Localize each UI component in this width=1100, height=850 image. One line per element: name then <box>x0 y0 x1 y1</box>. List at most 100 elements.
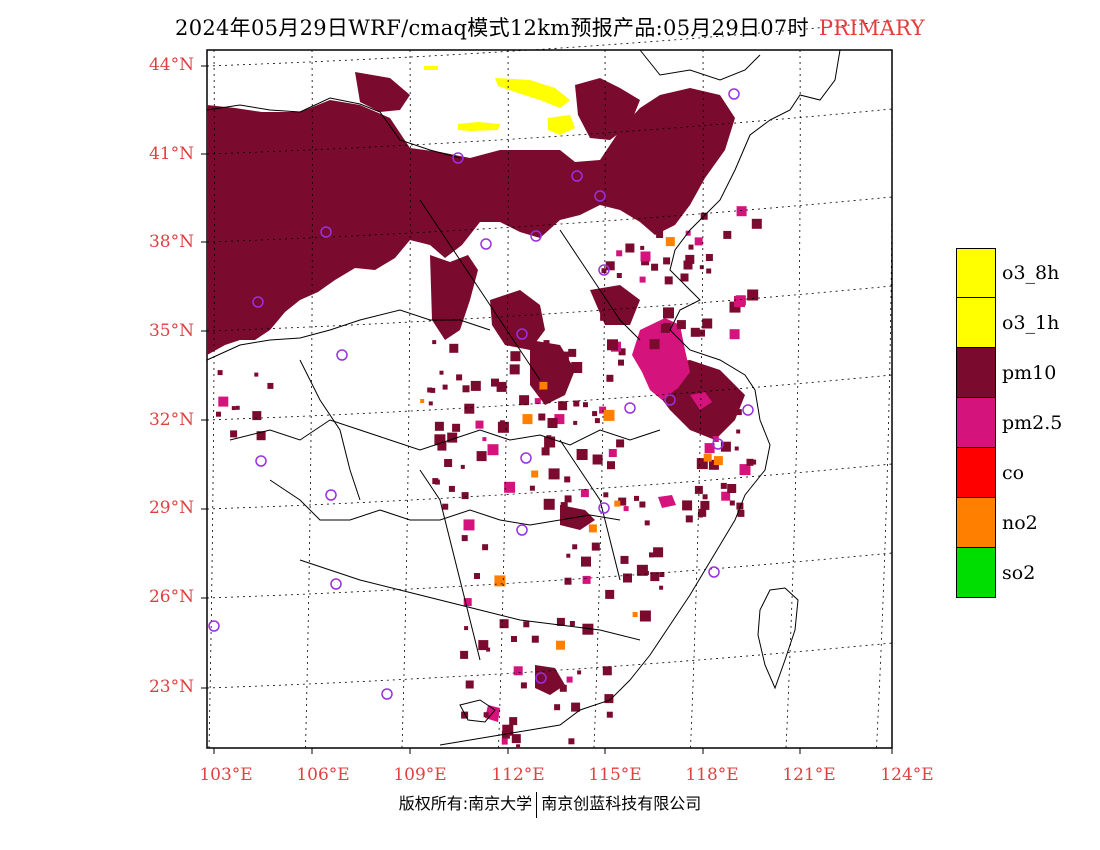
pollution-cell <box>460 650 469 659</box>
pollution-cell <box>434 421 444 431</box>
pollution-cell <box>235 405 240 410</box>
pollution-cell <box>729 301 741 313</box>
pollution-cell <box>576 449 588 460</box>
pollution-cell <box>698 329 705 337</box>
pollution-cell <box>648 216 659 227</box>
pollution-cell <box>568 348 577 357</box>
pollution-cell <box>256 431 266 441</box>
lat-label: 44°N <box>148 55 194 75</box>
pollution-cell <box>588 524 597 533</box>
pollution-cell <box>663 257 671 265</box>
pm10-area <box>430 255 478 340</box>
title-tag: PRIMARY <box>818 16 925 40</box>
pollution-cell <box>702 494 708 500</box>
pollution-cell <box>736 502 744 510</box>
boundary-line <box>419 469 481 661</box>
pollution-cell <box>751 218 762 229</box>
pollution-cell <box>713 456 723 466</box>
station-marker <box>571 170 583 182</box>
pollution-cell <box>501 738 508 745</box>
pollution-cell <box>559 684 567 692</box>
legend-label: so2 <box>1002 562 1036 584</box>
pollution-cell <box>529 485 535 491</box>
chart-title: 2024年05月29日WRF/cmaq模式12km预报产品:05月29日07时 P… <box>0 12 1100 42</box>
pollution-cell <box>463 598 472 607</box>
station-marker <box>516 328 528 340</box>
boundary-line <box>439 49 841 746</box>
pollution-cell <box>660 323 670 333</box>
graticule <box>206 20 893 749</box>
pollution-cell <box>703 453 712 462</box>
pollution-cell <box>448 485 455 492</box>
latitude-line <box>206 642 893 689</box>
pollution-cell <box>720 441 731 452</box>
station-marker <box>520 452 532 464</box>
pollution-cell <box>723 230 732 239</box>
boundary-line <box>559 229 641 341</box>
pollution-cell <box>447 432 458 443</box>
pollution-cell <box>685 254 695 264</box>
longitude-line <box>401 49 411 749</box>
pollution-cell <box>639 501 646 508</box>
pollution-cell <box>625 300 635 310</box>
pollution-cell <box>623 506 629 512</box>
lon-label: 109°E <box>393 765 447 785</box>
pollution-cell <box>631 208 637 214</box>
pollution-cell <box>663 307 674 319</box>
pollution-cell <box>571 702 581 712</box>
station-marker <box>325 489 337 501</box>
pollution-cell <box>573 400 580 407</box>
pollution-cell <box>566 676 573 683</box>
station-marker <box>330 578 342 590</box>
pollution-cell <box>217 370 223 376</box>
pollution-cell <box>606 711 613 718</box>
pollution-cell <box>548 468 560 480</box>
pollution-cell <box>580 489 589 498</box>
lat-label: 38°N <box>148 232 194 252</box>
longitude-line <box>498 49 509 749</box>
pm25-area <box>690 392 712 410</box>
legend-item-no2: no2 <box>956 498 1086 548</box>
legend-label: o3_1h <box>1002 312 1060 334</box>
lon-label: 106°E <box>296 765 350 785</box>
pm25-area <box>632 318 690 400</box>
pollution-cell <box>720 482 727 489</box>
lon-label: 124°E <box>880 765 934 785</box>
legend-swatch <box>956 498 996 548</box>
pollution-cell <box>543 498 555 510</box>
pollution-cell <box>634 495 639 501</box>
pollution-cell <box>706 268 712 274</box>
pollution-cell <box>444 459 453 467</box>
pollution-cell <box>702 318 713 329</box>
pollution-cell <box>509 364 520 375</box>
pollution-cell <box>616 439 625 448</box>
pollution-cell <box>729 500 735 506</box>
boundary-line <box>299 559 641 641</box>
pollution-cell <box>564 476 571 483</box>
pollution-cell <box>640 245 645 250</box>
pollution-cell <box>614 500 621 507</box>
pollution-cell <box>736 429 741 434</box>
pollution-cell <box>491 378 499 387</box>
pollution-cell <box>496 381 507 392</box>
legend-label: no2 <box>1002 512 1038 534</box>
pollution-cell <box>551 357 562 368</box>
pollution-cell <box>494 575 506 587</box>
station-marker <box>255 455 267 467</box>
pollution-cell <box>592 411 598 417</box>
legend-item-o3-1h: o3_1h <box>956 298 1086 348</box>
pollution-cell <box>676 320 686 330</box>
pollution-cell <box>516 744 521 749</box>
pollution-cell <box>704 443 715 454</box>
legend-swatch <box>956 548 996 598</box>
pollution-cell <box>231 406 236 411</box>
longitude-line <box>593 49 606 749</box>
pollution-cell <box>605 261 615 271</box>
pollution-cell <box>530 380 536 385</box>
pollution-cell <box>606 374 614 382</box>
pollution-cell <box>544 436 556 448</box>
pollution-cell <box>534 398 541 405</box>
footer-right: 南京创蓝科技有限公司 <box>541 794 702 813</box>
pollution-cell <box>715 423 720 428</box>
station-marker <box>742 404 754 416</box>
